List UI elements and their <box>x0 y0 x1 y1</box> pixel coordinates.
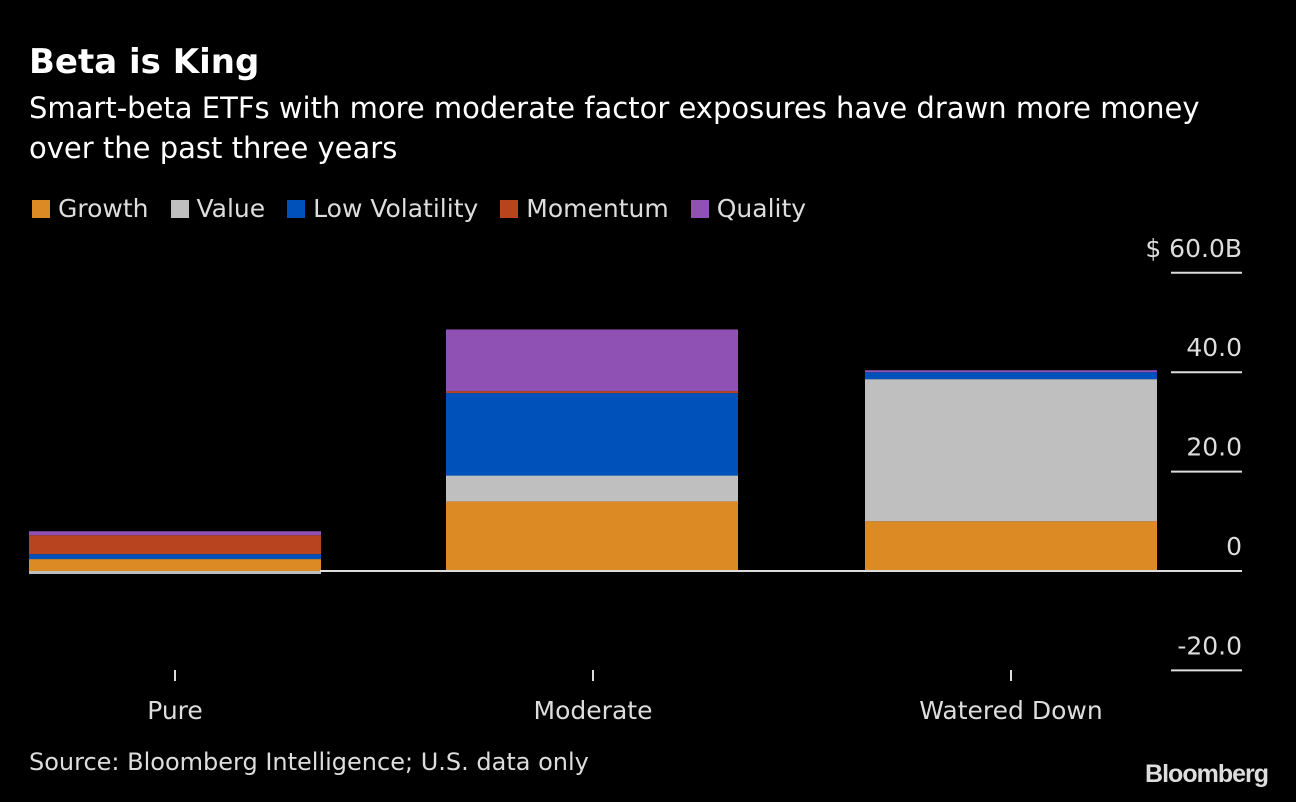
legend-item-momentum: Momentum <box>500 194 669 223</box>
bar-segment-quality <box>446 329 738 392</box>
bar-segment-momentum <box>446 391 738 394</box>
legend-swatch <box>500 199 519 218</box>
y-tick-label: $ 60.0B <box>1145 234 1242 263</box>
bar-segment-value <box>446 475 738 502</box>
chart-subtitle: Smart-beta ETFs with more moderate facto… <box>29 91 1200 165</box>
bar-segment-low-volatility <box>29 554 321 560</box>
legend-swatch <box>690 199 709 218</box>
bar-segment-value <box>29 571 321 574</box>
bar-segment-growth <box>29 559 321 571</box>
bloomberg-logo: Bloomberg <box>1145 760 1269 788</box>
x-tick-label: Watered Down <box>919 696 1102 725</box>
bar-segment-quality <box>29 531 321 536</box>
legend: Growth Value Low Volatility Momentum Quality <box>32 194 806 223</box>
x-tick-label: Pure <box>147 696 203 725</box>
legend-label: Low Volatility <box>313 194 479 223</box>
legend-item-growth: Growth <box>32 194 149 223</box>
legend-item-low-volatility: Low Volatility <box>287 194 478 223</box>
legend-swatch <box>170 199 189 218</box>
bar-segment-quality <box>865 370 1157 373</box>
legend-swatch <box>287 199 306 218</box>
legend-label: Value <box>196 194 266 223</box>
bar-segment-low-volatility <box>446 393 738 476</box>
bar-segment-value <box>865 379 1157 522</box>
bar-segment-growth <box>446 501 738 571</box>
y-tick-label: 40.0 <box>1186 333 1242 362</box>
bar-segment-momentum <box>29 535 321 555</box>
bar-segment-growth <box>865 521 1157 571</box>
y-tick-label: 0 <box>1226 532 1242 561</box>
source-note: Source: Bloomberg Intelligence; U.S. dat… <box>29 748 589 776</box>
legend-swatch <box>32 199 50 218</box>
chart-title: Beta is King <box>29 42 260 82</box>
y-tick-label: -20.0 <box>1177 631 1242 660</box>
y-tick-label: 20.0 <box>1186 433 1242 462</box>
legend-item-quality: Quality <box>690 194 807 223</box>
x-tick-label: Moderate <box>534 696 653 725</box>
bar-segment-low-volatility <box>865 372 1157 380</box>
legend-label: Growth <box>58 194 149 223</box>
legend-label: Quality <box>716 194 807 223</box>
legend-label: Momentum <box>526 194 669 223</box>
legend-item-value: Value <box>170 194 266 223</box>
